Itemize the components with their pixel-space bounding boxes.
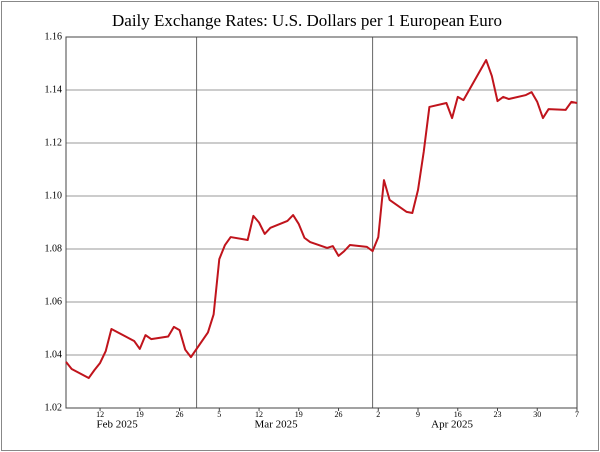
month-label: Mar 2025 — [255, 419, 299, 431]
x-tick-label: 7 — [575, 410, 579, 419]
month-label: Feb 2025 — [96, 419, 138, 431]
x-tick-label: 2 — [376, 410, 380, 419]
y-tick-label: 1.10 — [45, 190, 63, 201]
x-tick-label: 9 — [416, 410, 420, 419]
y-tick-label: 1.04 — [45, 349, 63, 360]
plot-border — [65, 36, 578, 409]
y-tick-label: 1.12 — [45, 137, 63, 148]
y-tick-label: 1.06 — [45, 296, 63, 307]
x-tick-label: 16 — [454, 410, 462, 419]
rate-line — [65, 59, 578, 380]
x-tick-label: 5 — [217, 410, 221, 419]
grid — [66, 36, 577, 409]
x-tick-label: 26 — [176, 410, 184, 419]
y-tick-label: 1.14 — [45, 84, 63, 95]
x-tick-label: 26 — [335, 410, 343, 419]
x-tick-label: 12 — [96, 410, 104, 419]
month-label: Apr 2025 — [431, 419, 473, 431]
x-tick-label: 30 — [533, 410, 541, 419]
x-tick-label: 23 — [494, 410, 502, 419]
x-tick-label: 19 — [295, 410, 303, 419]
y-tick-label: 1.16 — [45, 31, 63, 42]
x-tick-label: 19 — [136, 410, 144, 419]
y-tick-label: 1.02 — [45, 402, 63, 413]
y-tick-label: 1.08 — [45, 243, 63, 254]
chart-title: Daily Exchange Rates: U.S. Dollars per 1… — [112, 11, 502, 30]
x-tick-label: 12 — [255, 410, 263, 419]
